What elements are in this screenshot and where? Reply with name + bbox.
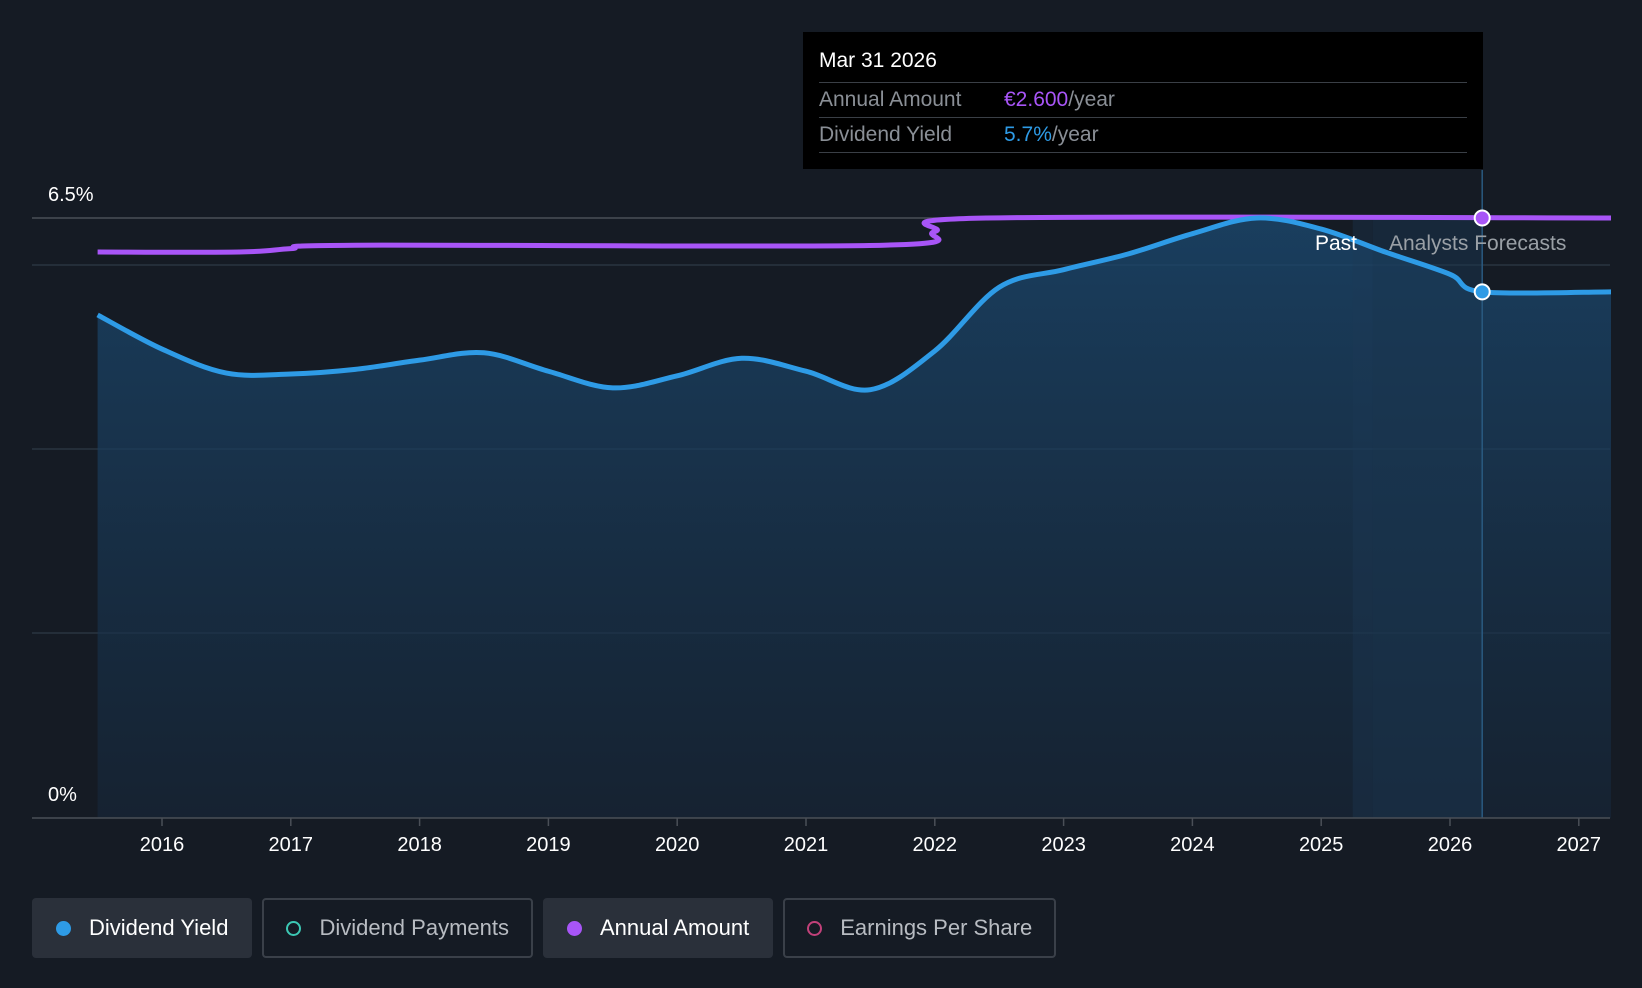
legend-label: Annual Amount — [599, 915, 750, 940]
legend-dot-icon — [286, 920, 302, 936]
tooltip-annual-amount-label: Annual Amount — [819, 88, 962, 111]
y-axis-top-label: 6.5% — [48, 184, 94, 206]
x-tick-label: 2021 — [784, 834, 829, 856]
past-divider-band — [1352, 218, 1373, 818]
annual-amount-line — [97, 214, 1612, 255]
forecast-highlight-band — [1372, 218, 1483, 818]
legend-dot-icon — [56, 920, 71, 936]
legend-label: Dividend Yield — [89, 915, 229, 940]
legend-annual-amount[interactable]: Annual Amount — [542, 898, 774, 958]
legend-dot-icon — [566, 920, 582, 936]
legend-earnings-per-share[interactable]: Earnings Per Share — [783, 898, 1057, 958]
legend: Dividend Yield Dividend Payments Annual … — [32, 898, 1057, 958]
x-tick-label: 2017 — [269, 834, 314, 856]
x-tick-label: 2019 — [526, 834, 571, 856]
tooltip-annual-amount-unit: /year — [1068, 88, 1115, 111]
forecast-label: Analysts Forecasts — [1389, 232, 1566, 255]
y-axis-bottom-label: 0% — [48, 784, 77, 806]
past-label: Past — [1315, 232, 1357, 255]
x-tick-label: 2018 — [397, 834, 442, 856]
tooltip-annual-amount-value: €2.600 — [1004, 88, 1069, 111]
legend-dividend-payments[interactable]: Dividend Payments — [262, 898, 533, 958]
tooltip-dividend-yield-label: Dividend Yield — [819, 123, 953, 146]
x-tick-label: 2016 — [140, 834, 185, 856]
legend-label: Dividend Payments — [319, 915, 509, 940]
tooltip-date: Mar 31 2026 — [819, 46, 1467, 83]
x-tick-label: 2026 — [1428, 834, 1473, 856]
tooltip-dividend-yield-row: Dividend Yield 5.7%/year — [819, 118, 1467, 153]
x-tick-label: 2020 — [655, 834, 700, 856]
x-tick-label: 2023 — [1041, 834, 1086, 856]
dividend-yield-highlight-dot — [1473, 283, 1491, 301]
tooltip: Mar 31 2026 Annual Amount €2.600/year Div… — [803, 32, 1483, 169]
tooltip-annual-amount-row: Annual Amount €2.600/year — [819, 83, 1467, 118]
x-tick-label: 2025 — [1299, 834, 1344, 856]
legend-dividend-yield[interactable]: Dividend Yield — [32, 898, 253, 958]
tooltip-dividend-yield-unit: /year — [1051, 123, 1099, 146]
annual-amount-highlight-dot — [1473, 209, 1491, 227]
x-tick-label: 2027 — [1557, 834, 1602, 856]
legend-dot-icon — [807, 920, 823, 936]
x-tick-label: 2022 — [913, 834, 958, 856]
dividend-yield-line — [96, 215, 1612, 393]
tooltip-dividend-yield-value: 5.7% — [1004, 123, 1052, 146]
dividend-yield-area — [97, 217, 1612, 818]
x-tick-label: 2024 — [1170, 834, 1215, 856]
legend-label: Earnings Per Share — [840, 915, 1033, 940]
